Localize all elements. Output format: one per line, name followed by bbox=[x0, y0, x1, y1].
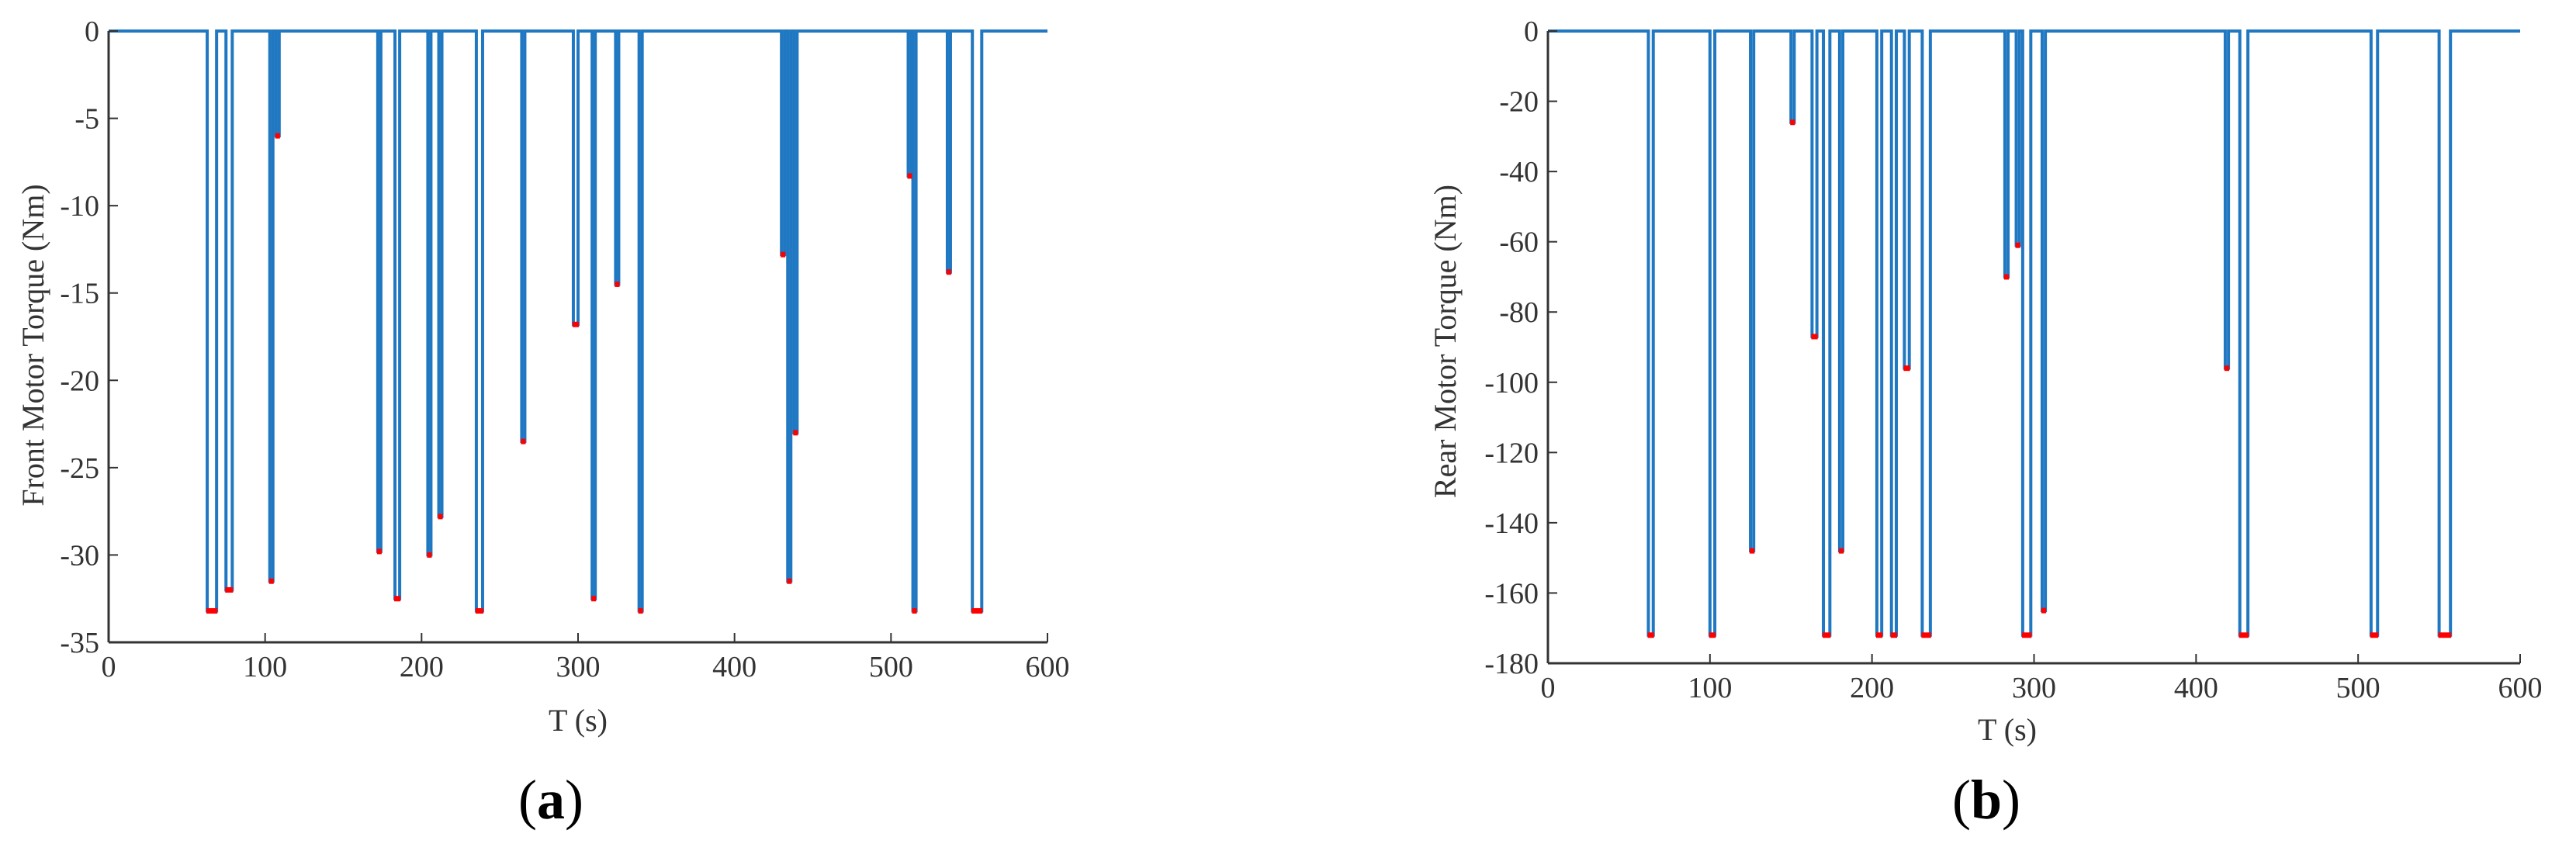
y-tick-label: -20 bbox=[1499, 86, 1539, 119]
x-tick-label: 0 bbox=[102, 651, 116, 683]
y-tick-label: -10 bbox=[60, 190, 99, 223]
y-tick-label: -20 bbox=[60, 365, 99, 397]
panel-label-a: (a) bbox=[518, 769, 583, 831]
x-tick-label: 500 bbox=[2336, 672, 2380, 704]
x-tick-label: 0 bbox=[1541, 672, 1556, 704]
torque-line bbox=[109, 29, 1047, 613]
x-tick-label: 400 bbox=[2174, 672, 2218, 704]
rear-torque-x-axis-title: T (s) bbox=[1978, 712, 2037, 747]
front-torque-axes: 0 100 200 300 400 500 600 0 -5 -10 -15 -20 -25 -30 -35 bbox=[60, 16, 1069, 683]
rear-torque-y-axis-title: Rear Motor Torque (Nm) bbox=[1428, 185, 1463, 498]
rear-torque-series bbox=[1548, 29, 2520, 637]
y-tick-label: 0 bbox=[85, 16, 99, 48]
y-tick-label: -30 bbox=[60, 539, 99, 572]
y-tick-label: 0 bbox=[1524, 16, 1539, 48]
x-tick-label: 100 bbox=[1688, 672, 1732, 704]
chart-front-motor-torque: 0 100 200 300 400 500 600 0 -5 -10 -15 -20 -25 -30 -35… bbox=[16, 16, 1070, 831]
y-tick-label: -5 bbox=[74, 103, 99, 136]
y-tick-label: -100 bbox=[1484, 367, 1539, 400]
rear-torque-peak-highlights bbox=[1647, 119, 2452, 638]
x-tick-label: 400 bbox=[712, 651, 757, 683]
x-tick-label: 200 bbox=[400, 651, 444, 683]
front-torque-x-axis-title: T (s) bbox=[549, 703, 608, 738]
front-torque-peak-highlights bbox=[206, 133, 983, 614]
y-tick-label: -40 bbox=[1499, 156, 1539, 189]
x-tick-label: 200 bbox=[1850, 672, 1894, 704]
x-tick-label: 300 bbox=[2012, 672, 2056, 704]
x-tick-label: 600 bbox=[2498, 672, 2543, 704]
y-tick-label: -120 bbox=[1484, 437, 1539, 469]
x-tick-label: 300 bbox=[556, 651, 601, 683]
chart-rear-motor-torque: 0 100 200 300 400 500 600 0 -20 -40 -60 -80 -100 -120… bbox=[1428, 16, 2543, 831]
y-tick-label: -160 bbox=[1484, 577, 1539, 610]
rear-torque-axes: 0 100 200 300 400 500 600 0 -20 -40 -60 -80 -100 -120… bbox=[1484, 16, 2542, 704]
panel-label-b: (b) bbox=[1952, 769, 2020, 831]
y-tick-label: -25 bbox=[60, 452, 99, 485]
front-torque-series bbox=[109, 29, 1047, 613]
y-tick-label: -15 bbox=[60, 278, 99, 310]
x-tick-label: 100 bbox=[243, 651, 287, 683]
y-tick-label: -60 bbox=[1499, 227, 1539, 259]
x-tick-label: 500 bbox=[869, 651, 913, 683]
front-torque-y-axis-title: Front Motor Torque (Nm) bbox=[16, 184, 50, 506]
y-tick-label: -180 bbox=[1484, 648, 1539, 680]
y-tick-label: -80 bbox=[1499, 296, 1539, 329]
torque-line bbox=[1548, 29, 2520, 637]
y-tick-label: -140 bbox=[1484, 507, 1539, 540]
y-tick-label: -35 bbox=[60, 627, 99, 659]
x-tick-label: 600 bbox=[1026, 651, 1070, 683]
